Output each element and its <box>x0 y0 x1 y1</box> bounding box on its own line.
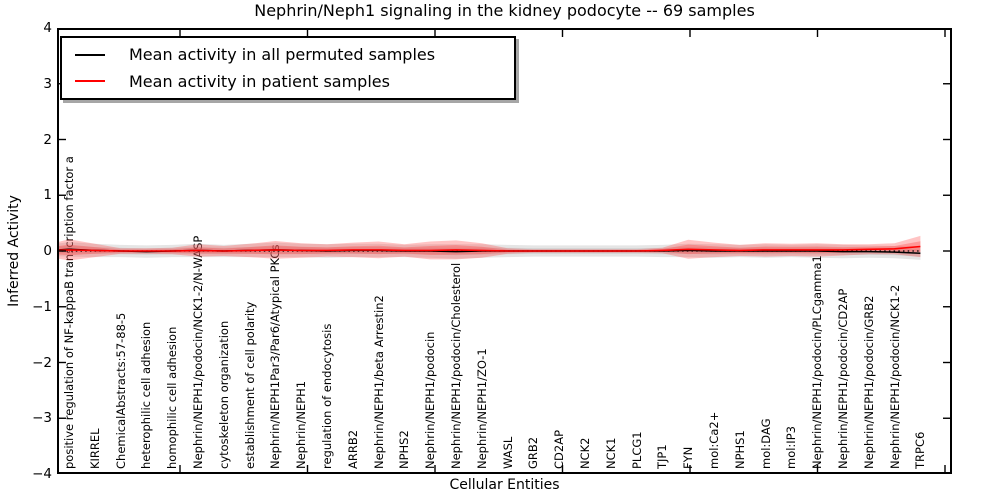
category-label: Nephrin/NEPH1Par3/Par6/Atypical PKCs <box>268 244 283 469</box>
category-label: FYN <box>681 446 696 469</box>
category-label: mol:IP3 <box>784 426 799 469</box>
category-label: positive regulation of NF-kappaB transcr… <box>62 156 76 469</box>
y-tick-label: −3 <box>32 410 52 427</box>
category-label: heterophilic cell adhesion <box>139 321 154 469</box>
legend-line-sample-icon <box>75 80 105 83</box>
category-label: NCK1 <box>603 437 618 470</box>
category-label: regulation of endocytosis <box>320 323 334 469</box>
legend-item: Mean activity in patient samples <box>62 72 514 91</box>
y-tick-label: −2 <box>32 354 52 371</box>
legend-label: Mean activity in patient samples <box>129 71 390 91</box>
category-label: WASL <box>500 436 515 469</box>
y-tick-label: 2 <box>43 131 52 148</box>
category-label: CD2AP <box>552 429 567 469</box>
category-label: Nephrin/NEPH1/beta Arrestin2 <box>371 295 386 469</box>
category-label: KIRREL <box>87 428 102 469</box>
chart-title: Nephrin/Neph1 signaling in the kidney po… <box>254 1 755 20</box>
category-label: Nephrin/NEPH1/podocin/NCK1-2/N-WASP <box>191 235 205 469</box>
category-label: Nephrin/NEPH1 <box>294 380 309 469</box>
category-label: mol:Ca2+ <box>707 411 721 469</box>
y-tick-label: 4 <box>43 20 52 36</box>
legend-box: Mean activity in all permuted samples Mea… <box>60 36 516 100</box>
category-label: PLCG1 <box>629 431 644 469</box>
category-label: Nephrin/NEPH1/ZO-1 <box>474 348 489 469</box>
category-label: NCK2 <box>578 437 592 470</box>
category-label: Nephrin/NEPH1/podocin/CD2AP <box>836 288 850 469</box>
category-label: NPHS2 <box>397 430 412 469</box>
category-label: homophilic cell adhesion <box>165 326 180 469</box>
category-label: NPHS1 <box>732 430 747 469</box>
legend-label: Mean activity in all permuted samples <box>129 45 436 65</box>
legend-item: Mean activity in all permuted samples <box>62 45 514 64</box>
category-label: mol:DAG <box>758 418 773 469</box>
y-tick-label: 3 <box>43 75 52 92</box>
category-label: establishment of cell polarity <box>242 301 257 469</box>
category-label: ChemicalAbstracts:57-88-5 <box>113 312 128 469</box>
category-label: TJP1 <box>655 444 670 469</box>
category-label: cytoskeleton organization <box>216 320 231 469</box>
category-label: ARRB2 <box>345 429 360 469</box>
y-tick-label: 0 <box>43 243 52 259</box>
category-label: TRPC6 <box>913 431 928 469</box>
category-label: GRB2 <box>526 436 541 469</box>
category-label: Nephrin/NEPH1/podocin <box>423 331 438 469</box>
category-label: Nephrin/NEPH1/podocin/Cholesterol <box>449 262 463 469</box>
category-label: Nephrin/NEPH1/podocin/PLCgamma1 <box>810 255 825 469</box>
legend-line-sample-icon <box>75 53 105 56</box>
category-label: Nephrin/NEPH1/podocin/NCK1-2 <box>887 284 902 469</box>
y-tick-label: −1 <box>32 298 52 315</box>
x-axis-label: Cellular Entities <box>449 477 560 493</box>
y-tick-label: 1 <box>43 187 52 204</box>
y-tick-label: −4 <box>32 466 52 482</box>
category-label: Nephrin/NEPH1/podocin/GRB2 <box>861 295 876 469</box>
